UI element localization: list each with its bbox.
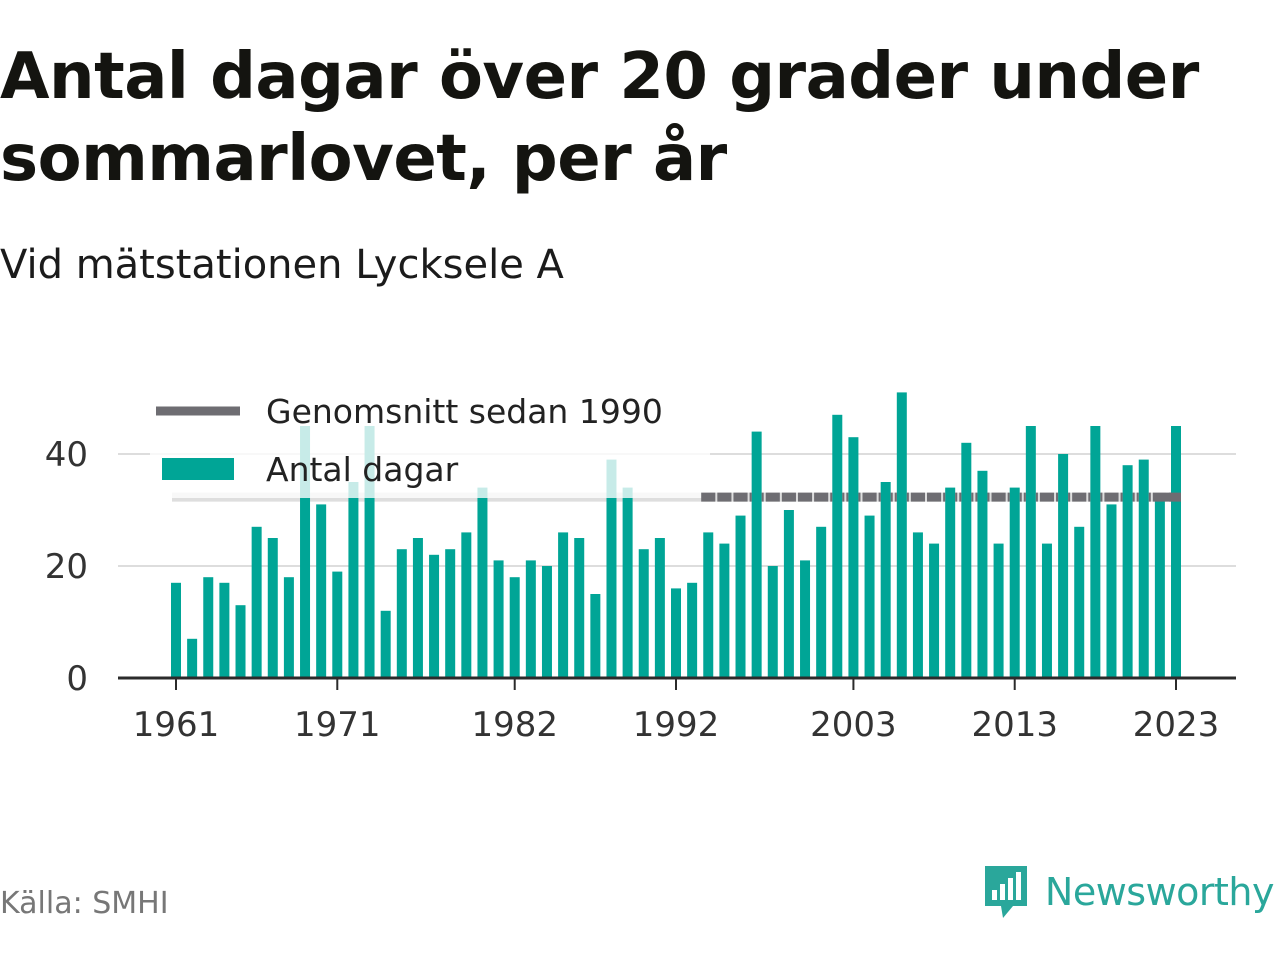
bar-1961 <box>171 582 181 678</box>
bar-2014 <box>1025 426 1036 678</box>
bar-1985 <box>558 532 569 678</box>
bar-1975 <box>396 549 407 678</box>
x-tick-label: 1961 <box>133 705 220 745</box>
y-tick-label: 0 <box>66 659 88 699</box>
bar-1982 <box>509 577 520 678</box>
bar-1966 <box>251 526 262 678</box>
bar-2021 <box>1138 459 1149 678</box>
legend-bars-swatch <box>162 458 234 480</box>
brand-logo[interactable]: Newsworthy <box>981 862 1275 922</box>
bar-1996 <box>735 515 746 678</box>
bar-1993 <box>687 582 698 678</box>
brand-name: Newsworthy <box>1044 870 1275 914</box>
bar-1987 <box>590 594 601 678</box>
bar-1992 <box>671 588 681 678</box>
bar-2002 <box>832 414 843 678</box>
bar-1994 <box>703 532 714 678</box>
bar-2005 <box>880 482 891 678</box>
legend-bars-label: Antal dagar <box>266 450 459 489</box>
bar-2012 <box>993 543 1004 678</box>
x-tick-label: 2003 <box>810 705 897 745</box>
x-tick-label: 2013 <box>971 705 1058 745</box>
bar-2011 <box>977 470 988 678</box>
bar-1967 <box>267 538 278 678</box>
x-tick-label: 1992 <box>633 705 720 745</box>
y-axis-labels: 0 20 40 <box>45 435 88 699</box>
chart-title: Antal dagar över 20 grader under sommarl… <box>0 40 1199 196</box>
bar-1971 <box>332 571 343 678</box>
bars <box>171 392 1181 678</box>
bar-1963 <box>203 577 214 678</box>
bar-1964 <box>219 582 230 678</box>
x-axis-ticks: 1961 1971 1982 1992 2003 2013 2023 <box>133 678 1220 745</box>
y-tick-label: 20 <box>45 547 88 587</box>
bar-2022 <box>1154 498 1165 678</box>
bar-1995 <box>719 543 730 678</box>
x-tick-label: 1971 <box>294 705 381 745</box>
bar-1979 <box>461 532 472 678</box>
bar-1974 <box>380 610 391 678</box>
bar-2023 <box>1171 426 1181 678</box>
bar-2018 <box>1090 426 1101 678</box>
bar-1988 <box>606 459 617 678</box>
bar-1984 <box>541 566 552 678</box>
bar-1990 <box>638 549 649 678</box>
bar-1973 <box>364 426 375 678</box>
bar-2017 <box>1074 526 1085 678</box>
bar-2004 <box>864 515 875 678</box>
bar-2001 <box>816 526 827 678</box>
bar-2000 <box>800 560 811 678</box>
bar-1983 <box>525 560 536 678</box>
legend-average-label: Genomsnitt sedan 1990 <box>266 392 663 431</box>
source-note: Källa: SMHI <box>0 886 169 921</box>
bar-1972 <box>348 482 359 678</box>
bar-2007 <box>912 532 923 678</box>
bar-1976 <box>412 538 423 678</box>
bar-2006 <box>896 392 907 678</box>
bar-2015 <box>1041 543 1052 678</box>
bar-1965 <box>235 605 246 678</box>
legend: Genomsnitt sedan 1990 Antal dagar <box>150 388 710 498</box>
bar-1969 <box>300 426 311 678</box>
bar-1986 <box>574 538 585 678</box>
bar-1970 <box>316 504 327 678</box>
x-tick-label: 1982 <box>471 705 558 745</box>
bar-2009 <box>945 487 956 678</box>
bar-2003 <box>848 437 859 678</box>
bar-1989 <box>622 487 633 678</box>
bar-1980 <box>477 487 488 678</box>
bar-1978 <box>445 549 456 678</box>
bar-1998 <box>767 566 778 678</box>
bar-1962 <box>187 638 198 678</box>
bar-1981 <box>493 560 504 678</box>
chart-subtitle: Vid mätstationen Lycksele A <box>0 242 564 288</box>
y-tick-label: 40 <box>45 435 88 475</box>
bar-2019 <box>1106 504 1117 678</box>
bar-2020 <box>1122 465 1133 678</box>
bar-1997 <box>751 431 762 678</box>
bar-2016 <box>1058 454 1069 678</box>
bar-2010 <box>961 442 972 678</box>
bar-1999 <box>783 510 794 678</box>
bar-2013 <box>1009 487 1020 678</box>
newsworthy-logo-icon <box>984 866 1027 918</box>
bar-1991 <box>654 538 665 678</box>
x-tick-label: 2023 <box>1133 705 1220 745</box>
bar-2008 <box>929 543 940 678</box>
bar-1977 <box>429 554 440 678</box>
legend-background <box>150 388 710 498</box>
bar-1968 <box>283 577 294 678</box>
